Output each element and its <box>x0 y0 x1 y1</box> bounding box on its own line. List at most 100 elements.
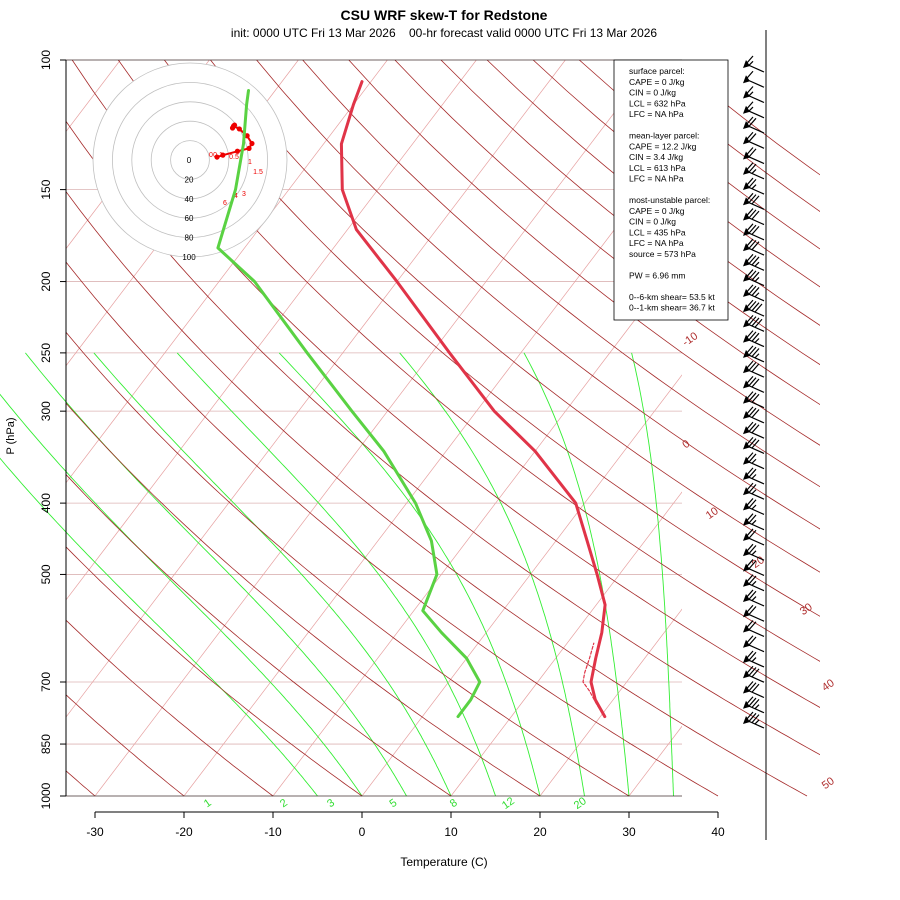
dry-adiabat-line <box>66 619 274 797</box>
hodograph-point <box>220 152 226 158</box>
wind-barb-feather <box>748 560 757 570</box>
wind-barb-feather <box>748 407 757 417</box>
wind-barb-feather <box>748 362 757 371</box>
hodograph-height-label: 1.5 <box>253 169 263 176</box>
wind-barb-feather <box>751 302 760 312</box>
isotherm-line <box>66 60 566 718</box>
wind-barb-feather <box>748 239 757 249</box>
wind-barb-head <box>743 182 750 191</box>
dry-adiabat-line <box>66 331 630 797</box>
wind-barb-half-feather <box>751 519 757 525</box>
legend-line: source = 573 hPa <box>629 249 696 259</box>
dry-adiabat-line <box>164 60 820 617</box>
legend-line: CAPE = 0 J/kg <box>629 206 685 216</box>
wind-barb-half-feather <box>748 106 754 112</box>
legend-line: PW = 6.96 mm <box>629 270 685 280</box>
hodograph-height-label: 3 <box>242 191 246 198</box>
wind-barb-half-feather <box>751 458 757 464</box>
wind-barb-feather <box>748 468 757 478</box>
wind-barb-head <box>743 227 750 236</box>
wind-barb-head <box>743 60 750 68</box>
wind-barb-feather <box>751 439 760 449</box>
wind-barb-head <box>743 288 750 297</box>
wind-barb <box>743 421 765 439</box>
wind-barb <box>743 101 765 119</box>
isotherm-line <box>361 374 682 796</box>
x-axis-label: Temperature (C) <box>400 855 487 869</box>
pressure-axis: 100 150 200 250 300 400 500 700 850 1000 <box>39 50 66 809</box>
temperature-tick-label: -10 <box>264 825 282 839</box>
wind-barb <box>743 131 765 149</box>
wind-barb-feather <box>748 697 757 707</box>
wind-barb-feather <box>751 332 760 342</box>
wind-barb <box>743 208 765 226</box>
wind-barb-half-feather <box>754 261 760 267</box>
hodograph-ring <box>112 82 268 238</box>
wind-barb-feather <box>748 636 757 646</box>
wind-barb-head <box>743 380 750 389</box>
wind-barb-feather <box>748 682 757 692</box>
pressure-tick-label: 400 <box>39 493 53 513</box>
legend-line: surface parcel: <box>629 66 685 76</box>
isotherm-label: 30 <box>798 601 815 618</box>
chart-title: CSU WRF skew-T for Redstone <box>341 7 548 23</box>
wind-barb-half-feather <box>748 60 754 66</box>
wind-barb-half-feather <box>751 184 757 190</box>
wind-barb <box>743 86 765 104</box>
temperature-tick-label: -30 <box>86 825 104 839</box>
wind-barb-feather <box>748 316 757 326</box>
temperature-tick-label: -20 <box>175 825 193 839</box>
hodograph-height-label: 6 <box>223 200 227 207</box>
legend-line: LFC = NA hPa <box>629 174 684 184</box>
legend-box <box>613 59 729 321</box>
wind-barb-head <box>743 304 750 313</box>
wind-barb <box>743 513 765 531</box>
mixing-ratio-label: 8 <box>448 797 460 810</box>
wind-barb-feather <box>751 409 760 418</box>
wind-barb <box>743 406 765 424</box>
wind-barb <box>743 330 765 348</box>
wind-barb-head <box>743 441 750 450</box>
wind-barb <box>743 543 765 561</box>
wind-barb <box>743 696 765 714</box>
temperature-tick-label: 40 <box>711 825 725 839</box>
wind-barb-head <box>743 151 750 160</box>
pressure-tick-label: 100 <box>39 50 53 70</box>
moist-adiabat-line <box>93 352 452 797</box>
wind-barb <box>743 162 765 180</box>
wind-barb-head <box>743 670 750 679</box>
wind-barb-half-feather <box>751 596 757 601</box>
mixing-ratio-label: 5 <box>387 797 399 810</box>
wind-barb-feather <box>748 194 757 203</box>
hodograph-point <box>234 148 240 154</box>
hodograph-point <box>249 140 255 147</box>
wind-barb-head <box>743 319 750 328</box>
dry-adiabat-line <box>440 60 820 366</box>
wind-barb-feather <box>751 287 760 296</box>
wind-barb <box>743 528 765 546</box>
moist-adiabat-lines <box>0 352 674 797</box>
wind-barb <box>743 314 765 332</box>
wind-barb-feather <box>748 178 757 188</box>
dry-adiabat-line <box>256 60 820 530</box>
isotherm-labels: -10 0 10 20 30 40 50 <box>680 330 836 792</box>
wind-barb <box>743 391 765 409</box>
hodograph-height-label: 0.1 <box>213 152 223 159</box>
dewpoint-trace <box>216 89 482 719</box>
hodograph-ring-label: 60 <box>185 214 194 223</box>
wind-barb-head <box>743 563 750 572</box>
wind-barb-feather <box>748 590 757 600</box>
wind-barb-head <box>743 532 750 541</box>
wind-barb <box>743 375 765 393</box>
wind-barb-feather <box>751 348 760 357</box>
wind-barb-feather <box>751 668 760 678</box>
hodograph-point <box>244 133 250 139</box>
wind-barb-head <box>743 471 750 480</box>
hodograph-ring-label: 0 <box>187 156 192 165</box>
hodograph-point <box>231 122 238 128</box>
temperature-tick-label: 0 <box>359 825 366 839</box>
wind-barb-head <box>743 395 750 404</box>
dry-adiabat-line <box>394 60 820 406</box>
legend-line: CIN = 0 J/kg <box>629 88 676 98</box>
